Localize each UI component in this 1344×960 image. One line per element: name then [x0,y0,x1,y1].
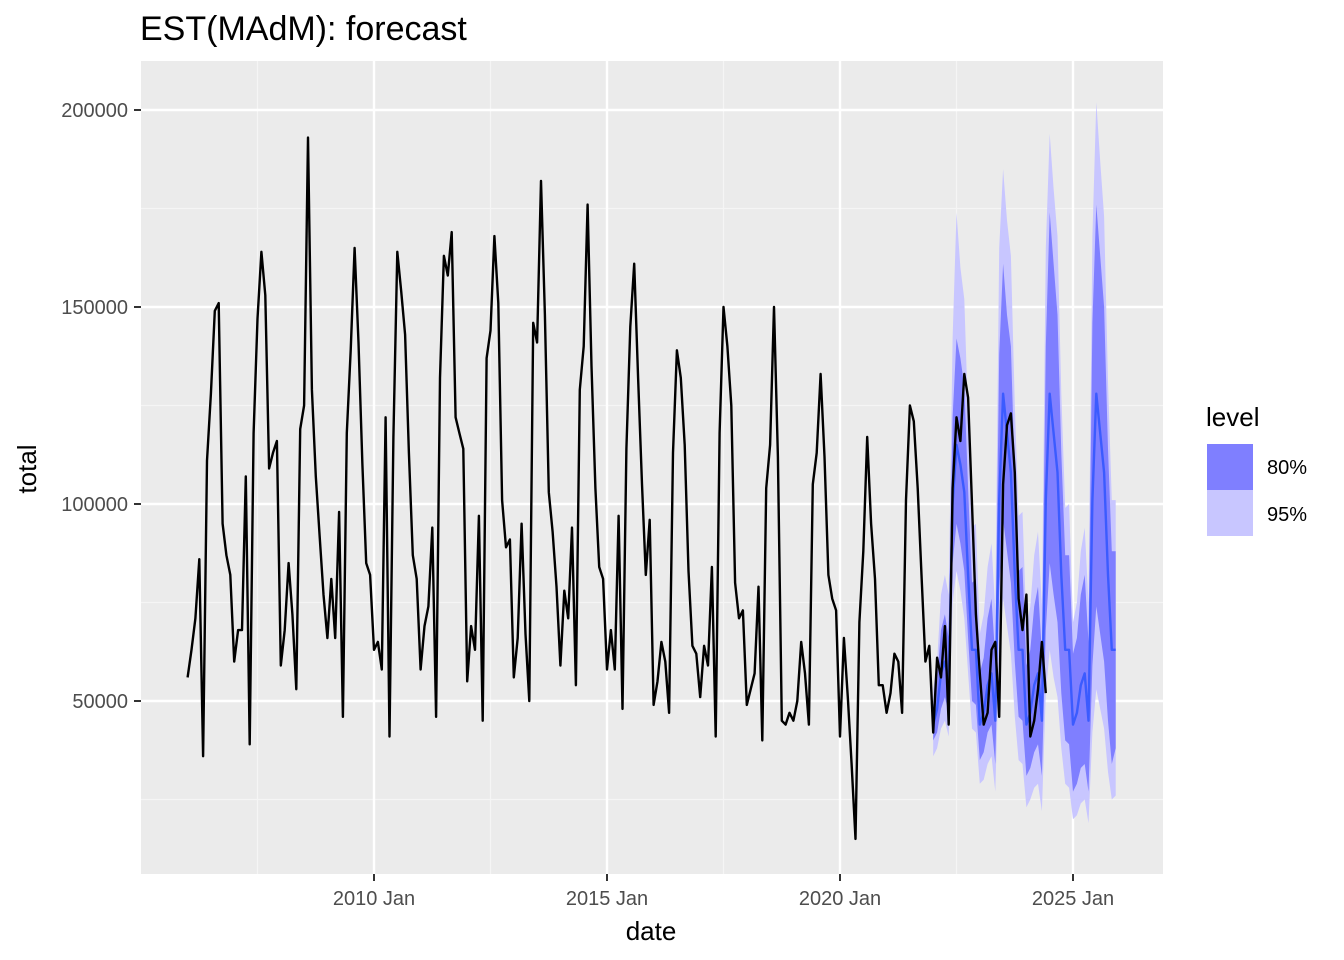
legend-key-80 [1207,444,1253,490]
legend-key-95 [1207,490,1253,536]
legend-label-80: 80% [1267,457,1307,479]
chart-title: EST(MAdM): forecast [140,10,467,48]
x-tick-label: 2015 Jan [566,888,648,910]
y-tick-label: 100000 [61,494,128,516]
x-tick-label: 2010 Jan [333,888,415,910]
legend-title: level [1206,402,1259,432]
legend: level 80% 95% [1206,402,1307,536]
x-tick-label: 2020 Jan [799,888,881,910]
legend-label-95: 95% [1267,504,1307,526]
series-lines [186,136,1116,841]
forecast-mean-line [932,392,1116,726]
band-80 [933,204,1116,792]
history-line [186,136,1047,841]
y-axis-title: total [12,444,42,493]
y-tick-label: 200000 [61,100,128,122]
y-tick-label: 50000 [72,691,128,713]
x-axis-title: date [626,916,677,946]
axes: 50000 100000 150000 200000 2010 Jan 2015 Jan 2… [61,100,1114,910]
y-tick-label: 150000 [61,297,128,319]
x-tick-label: 2025 Jan [1032,888,1114,910]
